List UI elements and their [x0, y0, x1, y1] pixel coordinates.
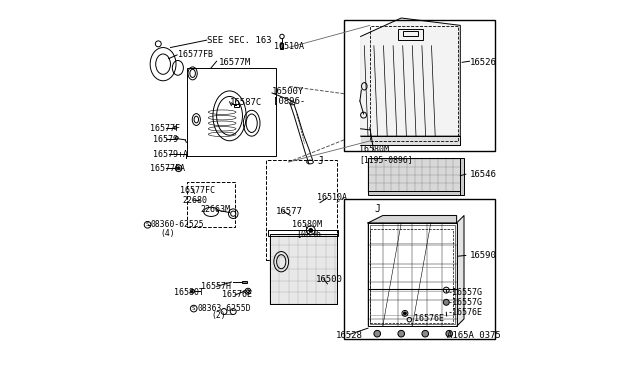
- Text: [0896-: [0896-: [273, 96, 305, 105]
- Bar: [368, 158, 460, 192]
- Text: 16577F: 16577F: [150, 124, 180, 133]
- Circle shape: [444, 299, 449, 305]
- Text: S: S: [192, 306, 195, 311]
- Circle shape: [446, 330, 452, 337]
- Text: 16510A: 16510A: [274, 42, 304, 51]
- Bar: [344, 199, 495, 339]
- Bar: [403, 31, 418, 36]
- Text: 16576E: 16576E: [414, 314, 444, 323]
- Bar: [397, 29, 424, 40]
- Bar: [370, 229, 453, 323]
- Text: 16579+A: 16579+A: [153, 150, 188, 159]
- Text: 16576E: 16576E: [222, 291, 252, 299]
- Text: 08360-62525: 08360-62525: [151, 220, 205, 229]
- Text: 22680: 22680: [182, 196, 207, 205]
- Text: 16577FB: 16577FB: [178, 51, 213, 60]
- Text: (2): (2): [211, 311, 226, 320]
- Text: 16579: 16579: [153, 135, 178, 144]
- Text: S: S: [146, 222, 149, 227]
- Bar: [270, 234, 337, 304]
- Bar: [344, 20, 495, 151]
- Bar: [370, 225, 455, 324]
- Ellipse shape: [191, 289, 195, 293]
- Text: SEE SEC. 163: SEE SEC. 163: [207, 36, 272, 45]
- Text: 16500Y: 16500Y: [272, 87, 304, 96]
- Bar: [368, 223, 456, 326]
- Text: (4): (4): [161, 229, 175, 238]
- Bar: [460, 158, 464, 195]
- Text: -16557G: -16557G: [447, 298, 483, 307]
- Circle shape: [374, 330, 381, 337]
- Text: 16577: 16577: [276, 206, 303, 216]
- Circle shape: [422, 330, 429, 337]
- Text: -16576E: -16576E: [447, 308, 483, 317]
- Polygon shape: [456, 215, 464, 326]
- Text: 16587C: 16587C: [230, 99, 262, 108]
- Text: 22663M: 22663M: [200, 205, 230, 215]
- Bar: [268, 230, 339, 236]
- Text: 16580T: 16580T: [174, 288, 204, 297]
- Text: 16546: 16546: [470, 170, 497, 179]
- Polygon shape: [360, 18, 460, 136]
- Ellipse shape: [174, 126, 177, 129]
- Text: J: J: [374, 204, 381, 214]
- Text: 08363-6255D: 08363-6255D: [197, 304, 251, 313]
- Text: 16557H: 16557H: [201, 282, 231, 291]
- Text: 16580M: 16580M: [292, 220, 323, 229]
- Bar: [266, 160, 337, 260]
- Polygon shape: [360, 136, 460, 145]
- Circle shape: [178, 167, 179, 169]
- Text: [0896-: [0896-: [296, 229, 326, 238]
- Text: -16557G: -16557G: [447, 288, 483, 297]
- Text: 16577FC: 16577FC: [180, 186, 214, 195]
- Bar: [242, 280, 247, 283]
- Text: A165A 0375: A165A 0375: [447, 331, 501, 340]
- Text: 16580M: 16580M: [359, 145, 388, 154]
- Bar: [368, 158, 460, 192]
- Text: 16500: 16500: [316, 275, 343, 283]
- Circle shape: [398, 330, 404, 337]
- Bar: [370, 26, 458, 141]
- Text: 16577M: 16577M: [218, 58, 251, 67]
- Bar: [234, 104, 239, 107]
- Bar: [280, 43, 284, 49]
- Bar: [187, 68, 276, 157]
- Bar: [368, 191, 460, 195]
- Text: 16528: 16528: [335, 331, 362, 340]
- Text: 16590: 16590: [470, 251, 497, 260]
- Polygon shape: [368, 215, 456, 223]
- Text: 16526: 16526: [470, 58, 497, 67]
- Text: 16510A: 16510A: [317, 193, 347, 202]
- Bar: [270, 234, 337, 304]
- Circle shape: [403, 312, 406, 315]
- Circle shape: [309, 228, 312, 232]
- Text: [1195-0896]: [1195-0896]: [359, 155, 412, 164]
- Text: J: J: [317, 156, 323, 166]
- Text: 16577FA: 16577FA: [150, 164, 185, 173]
- Bar: [187, 182, 235, 227]
